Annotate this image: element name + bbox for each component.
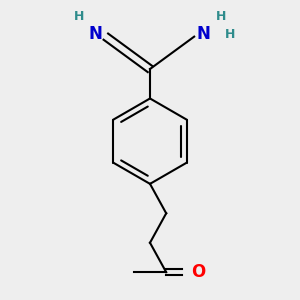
Text: H: H bbox=[225, 28, 235, 41]
Text: H: H bbox=[215, 10, 226, 22]
Text: H: H bbox=[74, 10, 85, 22]
Text: N: N bbox=[88, 25, 103, 43]
Text: O: O bbox=[191, 263, 206, 281]
Text: N: N bbox=[196, 25, 210, 43]
